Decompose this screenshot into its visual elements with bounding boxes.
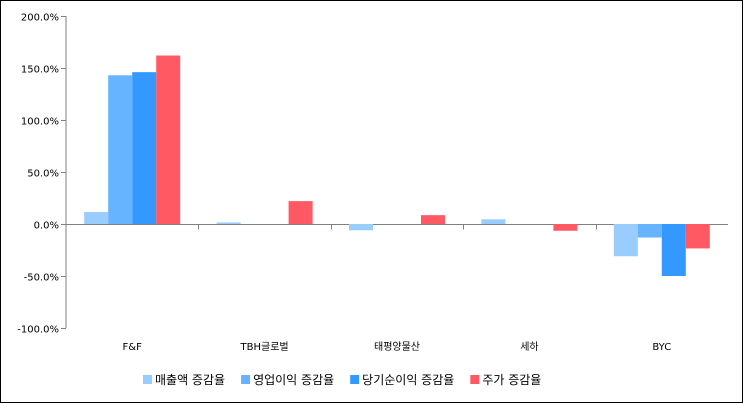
bar: [156, 55, 181, 224]
y-tick-label: -50.0%: [24, 273, 59, 284]
bar: [349, 224, 373, 231]
bar: [637, 224, 662, 238]
y-tick-label: 0.0%: [34, 221, 59, 232]
bar: [553, 224, 578, 231]
legend-swatch: [350, 375, 360, 384]
bar: [481, 219, 506, 224]
legend-swatch: [241, 375, 251, 384]
legend-swatch: [470, 375, 480, 384]
category-label: TBH글로벌: [240, 341, 289, 353]
y-tick-label: 200.0%: [21, 13, 59, 24]
y-tick-label: 100.0%: [21, 117, 59, 128]
bar: [661, 224, 686, 276]
y-tick-label: 50.0%: [27, 169, 59, 180]
bar: [108, 75, 133, 224]
y-tick-label: 150.0%: [21, 65, 59, 76]
legend-label: 당기순이익 증감율: [362, 373, 454, 387]
legend-label: 매출액 증감율: [155, 373, 225, 387]
category-label: F&F: [123, 342, 143, 353]
legend-label: 영업이익 증감율: [253, 373, 334, 387]
category-label: 태평양물산: [374, 341, 420, 353]
bar: [613, 224, 638, 257]
bar: [84, 212, 109, 224]
y-tick-label: -100.0%: [17, 325, 59, 336]
bar: [288, 201, 313, 224]
bar: [132, 72, 157, 224]
category-label: 세하: [520, 340, 538, 353]
bar: [421, 215, 445, 224]
bar: [216, 222, 241, 224]
legend-swatch: [143, 375, 152, 384]
legend-label: 주가 증감율: [482, 373, 541, 387]
category-label: BYC: [652, 342, 671, 353]
bar: [685, 224, 710, 249]
